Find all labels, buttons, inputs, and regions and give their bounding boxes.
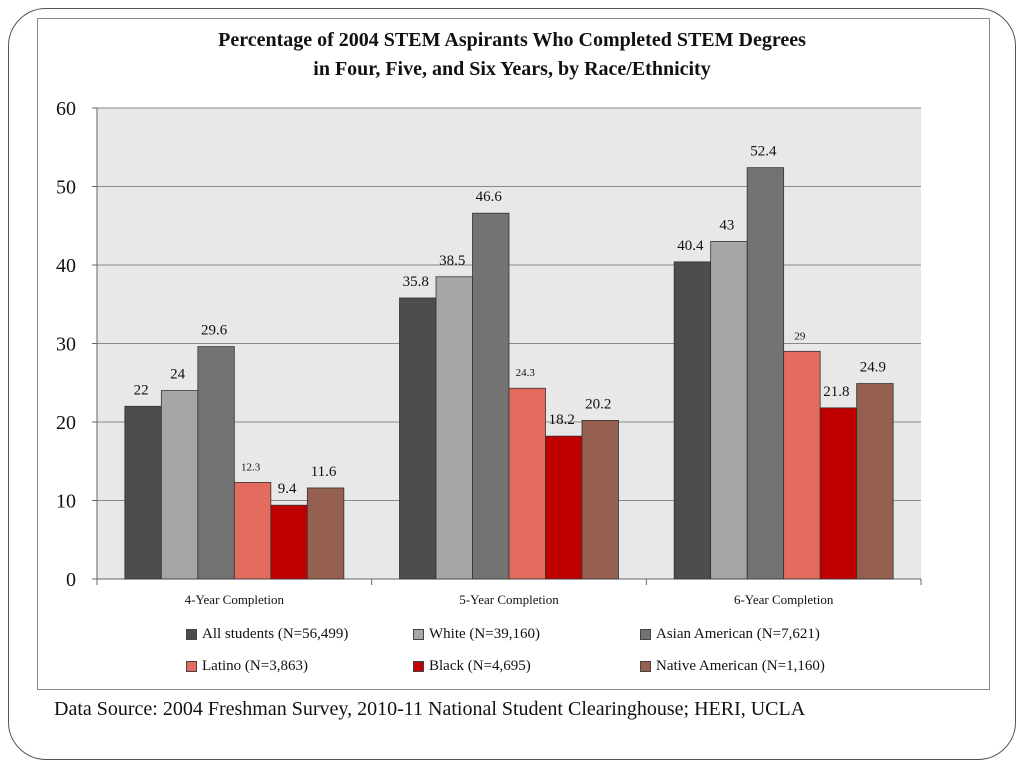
data-label: 46.6 xyxy=(476,189,503,205)
legend-item: Black (N=4,695) xyxy=(413,658,531,675)
y-tick-label: 30 xyxy=(56,334,76,356)
legend-label: Asian American (N=7,621) xyxy=(656,626,820,642)
legend-label: All students (N=56,499) xyxy=(202,626,349,642)
data-label: 24.9 xyxy=(860,360,886,376)
data-label: 21.8 xyxy=(823,384,849,400)
chart-legend: All students (N=56,499) White (N=39,160) A… xyxy=(0,626,1024,686)
legend-label: Latino (N=3,863) xyxy=(202,658,308,674)
x-tick-label: 4-Year Completion xyxy=(185,592,285,607)
legend-item: White (N=39,160) xyxy=(413,626,540,643)
y-tick-label: 50 xyxy=(56,177,76,199)
bar xyxy=(160,390,199,580)
bar xyxy=(856,383,894,580)
legend-item: Asian American (N=7,621) xyxy=(640,626,820,643)
legend-swatch xyxy=(640,661,651,672)
bar xyxy=(233,482,272,580)
x-tick-label: 6-Year Completion xyxy=(734,592,834,607)
bar xyxy=(673,261,712,580)
y-tick-label: 20 xyxy=(56,412,76,434)
legend-label: Black (N=4,695) xyxy=(429,658,531,674)
bar xyxy=(783,350,821,580)
bar xyxy=(710,241,748,580)
y-tick-label: 40 xyxy=(56,255,76,277)
data-label: 29 xyxy=(794,330,806,342)
data-label: 24 xyxy=(170,367,186,383)
legend-item: All students (N=56,499) xyxy=(186,626,348,643)
chart-title: Percentage of 2004 STEM Aspirants Who Co… xyxy=(0,26,1024,84)
bar xyxy=(197,346,235,580)
bar xyxy=(399,297,437,580)
legend-swatch xyxy=(186,629,197,640)
bar xyxy=(435,276,473,580)
legend-label: Native American (N=1,160) xyxy=(656,658,825,674)
legend-swatch xyxy=(640,629,651,640)
x-tick-label: 5-Year Completion xyxy=(459,592,559,607)
bar xyxy=(819,407,858,580)
data-label: 24.3 xyxy=(516,367,536,379)
data-label: 29.6 xyxy=(201,323,228,339)
data-label: 9.4 xyxy=(278,481,297,497)
legend-swatch xyxy=(413,629,424,640)
chart-title-line-1: Percentage of 2004 STEM Aspirants Who Co… xyxy=(218,29,806,51)
bar xyxy=(746,167,785,580)
y-tick-label: 10 xyxy=(56,491,76,513)
data-label: 22 xyxy=(134,382,149,398)
bar xyxy=(508,387,546,580)
legend-item: Native American (N=1,160) xyxy=(640,658,825,675)
data-label: 12.3 xyxy=(241,461,261,473)
bar xyxy=(306,487,345,580)
data-label: 43 xyxy=(719,217,734,233)
legend-label: White (N=39,160) xyxy=(429,626,540,642)
data-source-note: Data Source: 2004 Freshman Survey, 2010-… xyxy=(54,698,806,720)
bar xyxy=(581,420,619,580)
legend-item: Latino (N=3,863) xyxy=(186,658,308,675)
data-label: 20.2 xyxy=(585,396,611,412)
bar xyxy=(545,435,583,580)
legend-swatch xyxy=(413,661,424,672)
data-label: 38.5 xyxy=(439,253,465,269)
chart-title-line-2: in Four, Five, and Six Years, by Race/Et… xyxy=(313,58,711,80)
legend-swatch xyxy=(186,661,197,672)
data-label: 18.2 xyxy=(549,412,575,428)
bar xyxy=(270,504,308,580)
bar xyxy=(472,212,510,580)
bar xyxy=(124,405,162,580)
y-tick-label: 60 xyxy=(56,98,76,120)
y-tick-label: 0 xyxy=(66,569,76,591)
data-label: 11.6 xyxy=(311,464,337,480)
data-label: 35.8 xyxy=(403,274,429,290)
data-label: 52.4 xyxy=(750,144,777,160)
data-label: 40.4 xyxy=(677,238,704,254)
